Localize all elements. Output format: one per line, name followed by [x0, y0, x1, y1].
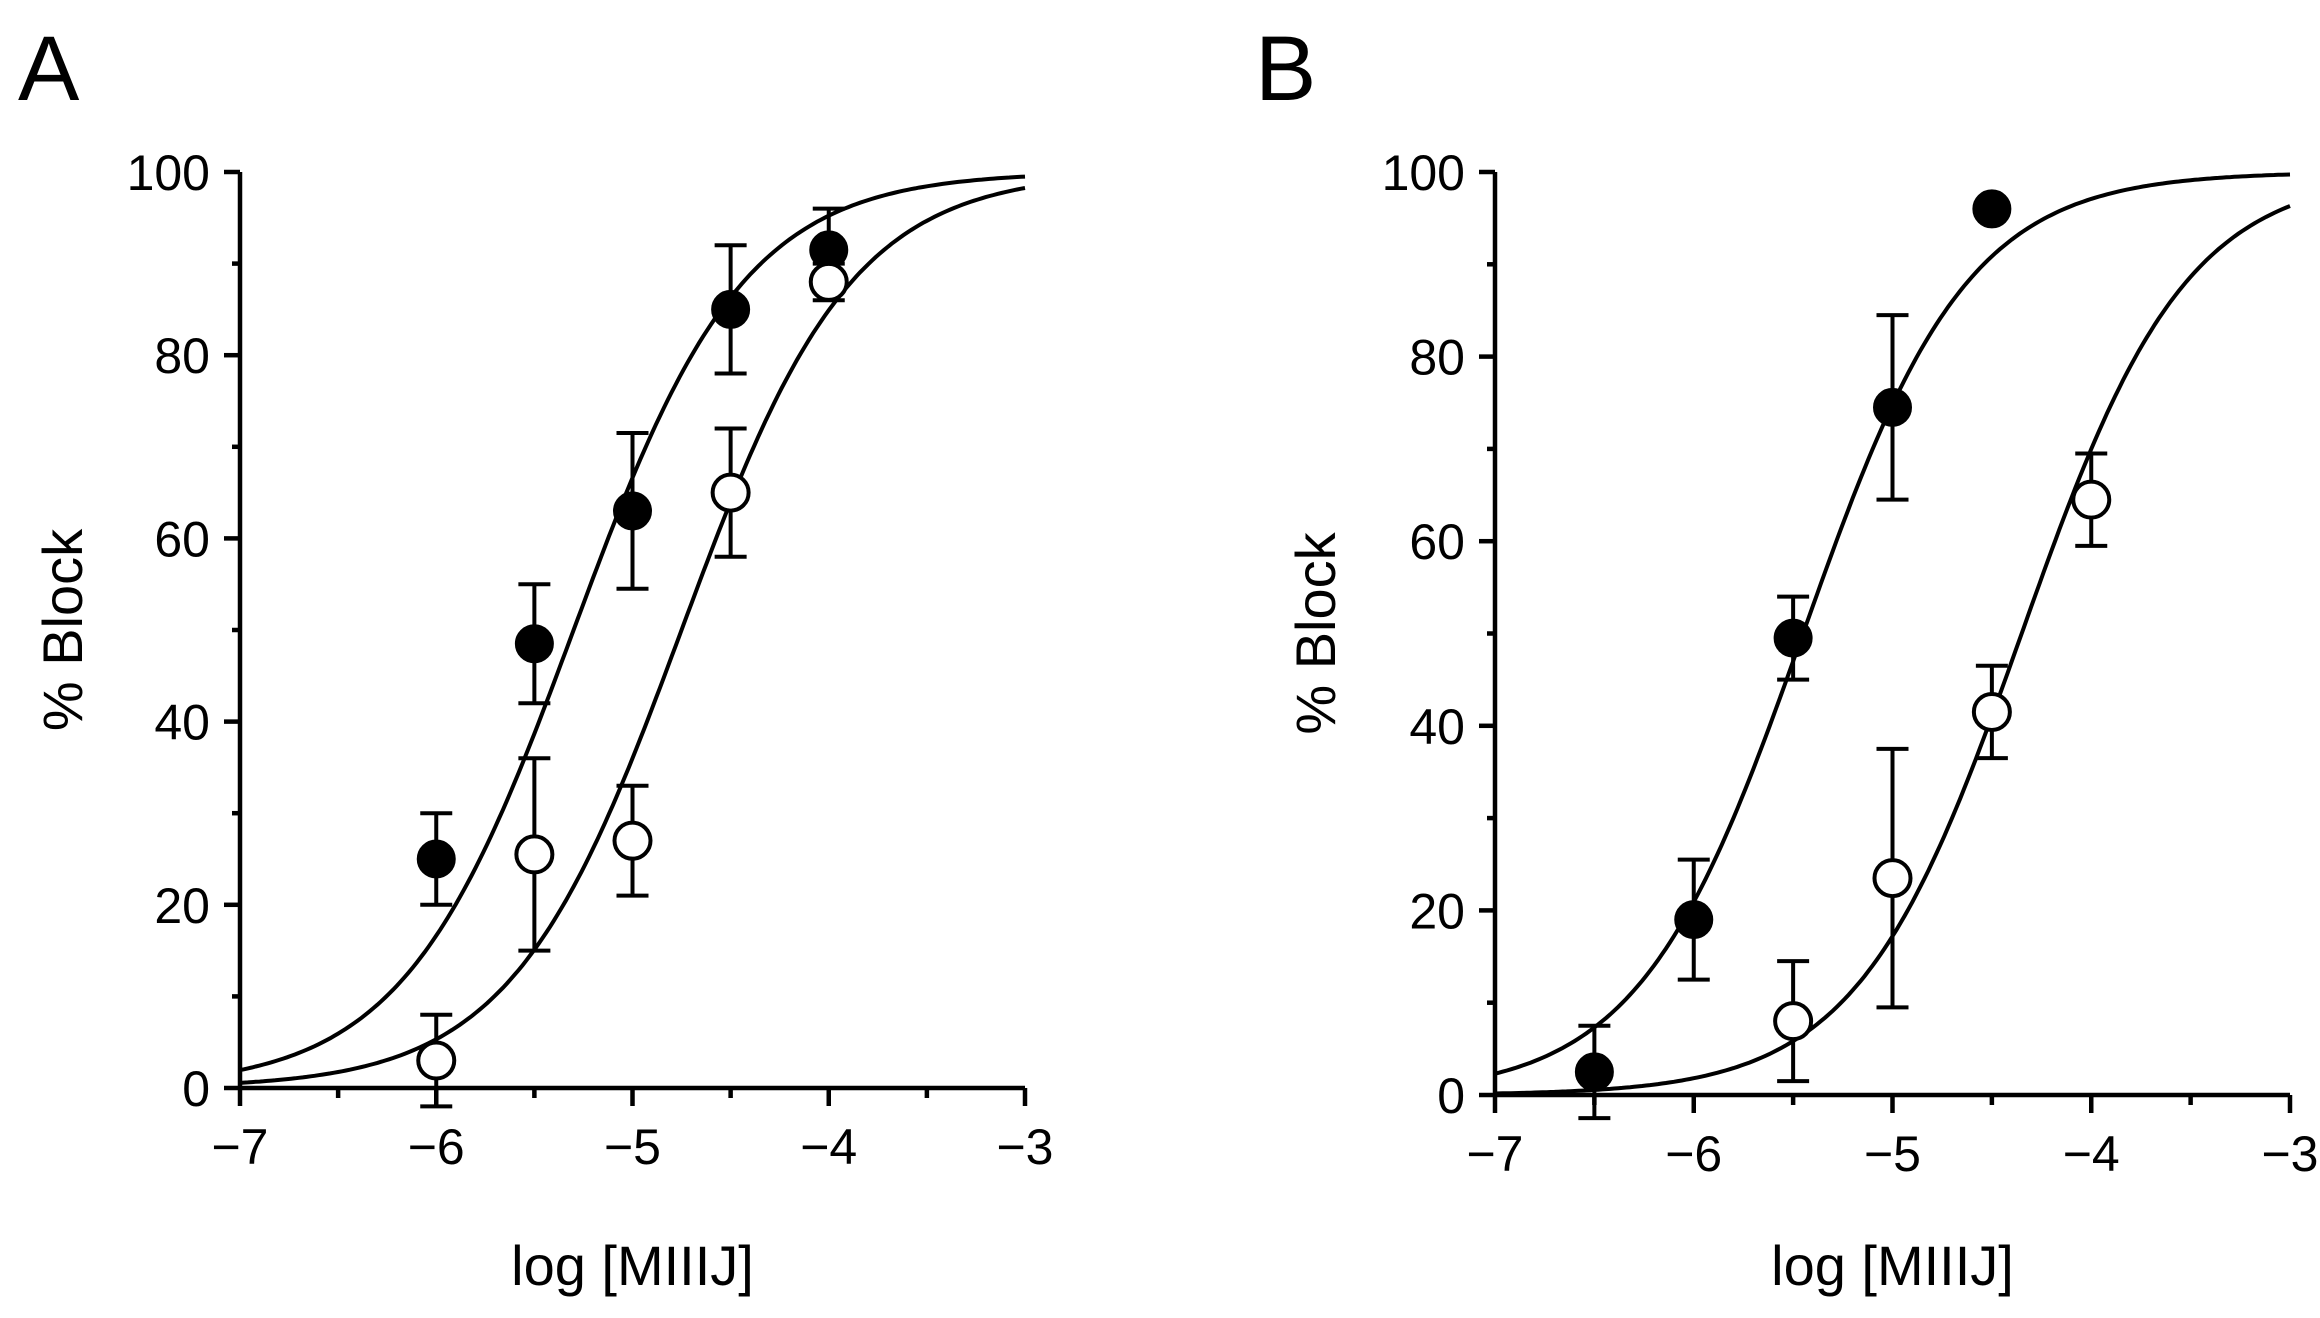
y-tick-label: 0	[1437, 1068, 1465, 1124]
x-tick-label: −5	[1864, 1126, 1921, 1182]
y-tick-label: 20	[1409, 883, 1465, 939]
x-tick-label: −7	[1466, 1126, 1523, 1182]
y-tick-label: 60	[1409, 514, 1465, 570]
y-axis-title: % Block	[31, 528, 94, 731]
y-tick-label: 40	[154, 695, 210, 751]
data-point-open	[612, 820, 653, 861]
data-point-open	[416, 1040, 457, 1081]
x-axis-title: log [MIIIJ]	[511, 1234, 754, 1297]
x-tick-label: −4	[2063, 1126, 2120, 1182]
data-point-filled	[1972, 189, 2012, 229]
y-tick-label: 60	[154, 511, 210, 567]
fit-curve-open	[239, 186, 1026, 1085]
y-tick-label: 0	[182, 1061, 210, 1117]
x-tick-label: −6	[408, 1119, 465, 1175]
data-point-filled	[514, 624, 554, 664]
plot-panel-a: 0 20 40 60 80 100 −7 −6 −5 −4 −3 log [MIIIJ] % Block	[31, 145, 1054, 1297]
x-tick-label: −6	[1665, 1126, 1722, 1182]
x-axis-title: log [MIIIJ]	[1771, 1234, 2014, 1297]
x-tick-label: −7	[211, 1119, 268, 1175]
data-point-open	[710, 472, 751, 513]
data-point-open	[1971, 691, 2012, 732]
fit-curve-filled	[239, 174, 1026, 1073]
data-point-filled	[613, 491, 652, 531]
data-point-filled	[1873, 387, 1912, 427]
y-tick-label: 100	[127, 145, 210, 201]
panel-label-b: B	[1255, 18, 1316, 120]
data-point-filled	[1773, 618, 1813, 658]
data-point-open	[808, 261, 849, 302]
y-axis-title: % Block	[1284, 531, 1347, 734]
data-point-open	[514, 834, 555, 875]
y-tick-label: 40	[1409, 699, 1465, 755]
data-point-filled	[416, 839, 456, 879]
data-point-open	[1773, 1001, 1814, 1042]
data-point-open	[2071, 479, 2112, 520]
plot-panel-b: 0 20 40 60 80 100 −7 −6 −5 −4 −3 log [MIIIJ] % Block	[1284, 145, 2319, 1297]
y-tick-label: 100	[1382, 145, 1465, 201]
x-tick-label: −3	[996, 1119, 1053, 1175]
panel-label-a: A	[18, 18, 80, 120]
data-point-filled	[1674, 900, 1714, 940]
data-point-filled	[1574, 1052, 1614, 1092]
x-tick-label: −4	[800, 1119, 857, 1175]
y-tick-label: 80	[1409, 330, 1465, 386]
data-point-filled	[711, 289, 751, 329]
data-point-open	[1872, 858, 1913, 899]
x-tick-label: −5	[604, 1119, 661, 1175]
x-tick-label: −3	[2261, 1126, 2318, 1182]
y-tick-label: 20	[154, 878, 210, 934]
y-tick-label: 80	[154, 328, 210, 384]
